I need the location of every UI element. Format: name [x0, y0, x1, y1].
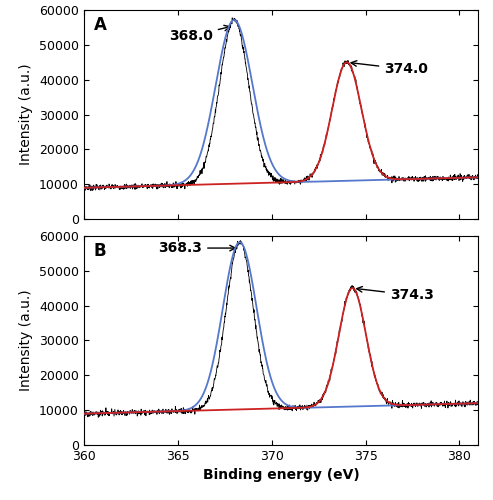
Y-axis label: Intensity (a.u.): Intensity (a.u.): [19, 290, 34, 391]
X-axis label: Binding energy (eV): Binding energy (eV): [203, 468, 359, 482]
Text: 374.3: 374.3: [356, 286, 434, 302]
Text: A: A: [94, 16, 106, 34]
Text: 374.0: 374.0: [351, 60, 428, 76]
Text: B: B: [94, 242, 106, 260]
Text: 368.0: 368.0: [169, 26, 230, 43]
Text: 368.3: 368.3: [158, 241, 235, 255]
Y-axis label: Intensity (a.u.): Intensity (a.u.): [19, 64, 34, 166]
